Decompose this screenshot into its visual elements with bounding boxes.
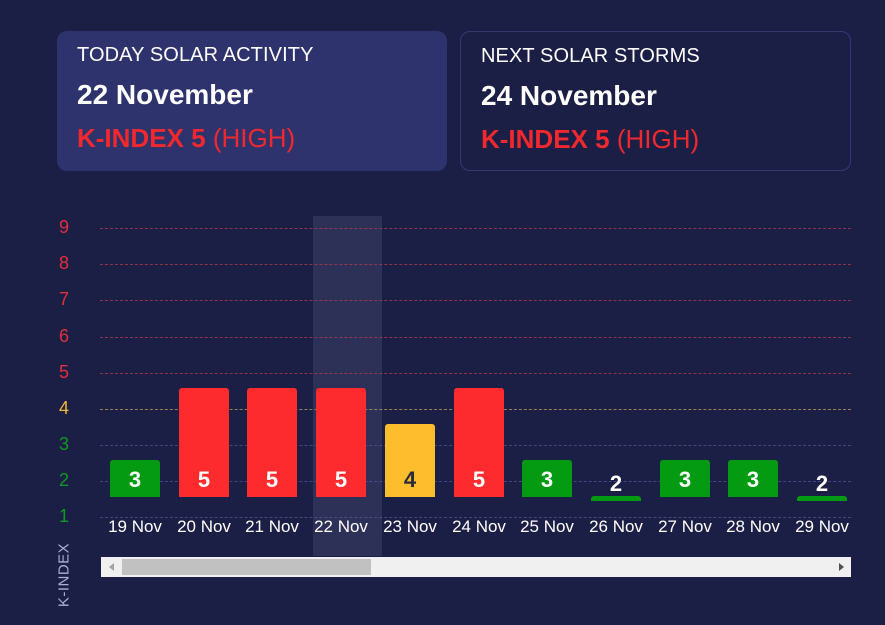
bar-value-label: 3 (746, 467, 760, 492)
x-tick-label: 28 Nov (726, 517, 780, 536)
bar-20-nov[interactable]: 5 (179, 388, 229, 497)
x-tick-label: 25 Nov (520, 517, 574, 536)
bar-28-nov[interactable]: 3 (728, 460, 778, 497)
bar-value-label: 3 (540, 467, 554, 492)
bar-value-label: 5 (472, 467, 486, 492)
today-solar-activity-card: TODAY SOLAR ACTIVITY 22 November K-INDEX… (57, 31, 447, 171)
bar-29-nov[interactable]: 2 (797, 472, 847, 501)
scroll-right-arrow-icon[interactable] (839, 563, 844, 571)
chart-horizontal-scrollbar[interactable] (101, 557, 851, 577)
next-kindex-level: (HIGH) (616, 124, 700, 154)
next-card-title: NEXT SOLAR STORMS (481, 45, 700, 67)
next-solar-storms-card: NEXT SOLAR STORMS 24 November K-INDEX 5 … (460, 31, 851, 171)
bar-25-nov[interactable]: 3 (522, 460, 572, 497)
gridline (100, 264, 851, 265)
bar-21-nov[interactable]: 5 (247, 388, 297, 497)
y-tick-label: 3 (58, 434, 69, 454)
bar-value-label: 2 (609, 471, 623, 496)
bar-23-nov[interactable]: 4 (385, 424, 435, 497)
x-tick-label: 26 Nov (589, 517, 643, 536)
x-tick-label: 29 Nov (795, 517, 849, 536)
bar-value-label: 3 (128, 467, 142, 492)
y-tick-label: 7 (58, 289, 69, 309)
gridline (100, 373, 851, 374)
y-tick-label: 5 (58, 362, 69, 382)
gridline (100, 300, 851, 301)
gridline (100, 517, 851, 518)
today-card-title: TODAY SOLAR ACTIVITY (77, 44, 314, 66)
today-card-date: 22 November (77, 79, 253, 110)
gridline (100, 337, 851, 338)
scroll-left-arrow-icon[interactable] (109, 563, 114, 571)
x-tick-label: 23 Nov (383, 517, 437, 536)
y-tick-label: 6 (58, 326, 69, 346)
gridline (100, 228, 851, 229)
y-tick-label: 2 (58, 470, 69, 490)
x-tick-label: 19 Nov (108, 517, 162, 536)
bar-value-label: 2 (815, 471, 829, 496)
x-tick-label: 24 Nov (452, 517, 506, 536)
next-card-date: 24 November (481, 80, 657, 111)
bar-27-nov[interactable]: 3 (660, 460, 710, 497)
y-tick-label: 9 (58, 217, 69, 237)
y-tick-label: 1 (58, 506, 69, 526)
bar-value-label: 4 (403, 467, 417, 492)
y-tick-label: 4 (58, 398, 69, 418)
bar-26-nov[interactable]: 2 (591, 472, 641, 501)
bar-19-nov[interactable]: 3 (110, 460, 160, 497)
bar-value-label: 5 (265, 467, 279, 492)
x-tick-label: 27 Nov (658, 517, 712, 536)
bar-value-label: 3 (678, 467, 692, 492)
next-card-kindex: K-INDEX 5 (HIGH) (481, 124, 830, 154)
scroll-thumb[interactable] (122, 559, 371, 575)
today-kindex-level: (HIGH) (212, 123, 296, 153)
bar-24-nov[interactable]: 5 (454, 388, 504, 497)
today-kindex-value: K-INDEX 5 (77, 123, 206, 153)
x-tick-label: 20 Nov (177, 517, 231, 536)
y-tick-label: 8 (58, 253, 69, 273)
y-axis-title: K-INDEX (55, 542, 73, 608)
x-tick-label: 22 Nov (314, 517, 368, 536)
bar-value-label: 5 (334, 467, 348, 492)
bar-value-label: 5 (197, 467, 211, 492)
today-card-kindex: K-INDEX 5 (HIGH) (77, 123, 427, 153)
bar-22-nov[interactable]: 5 (316, 388, 366, 497)
x-tick-label: 21 Nov (245, 517, 299, 536)
next-kindex-value: K-INDEX 5 (481, 124, 610, 154)
selected-day-highlight (313, 216, 383, 556)
